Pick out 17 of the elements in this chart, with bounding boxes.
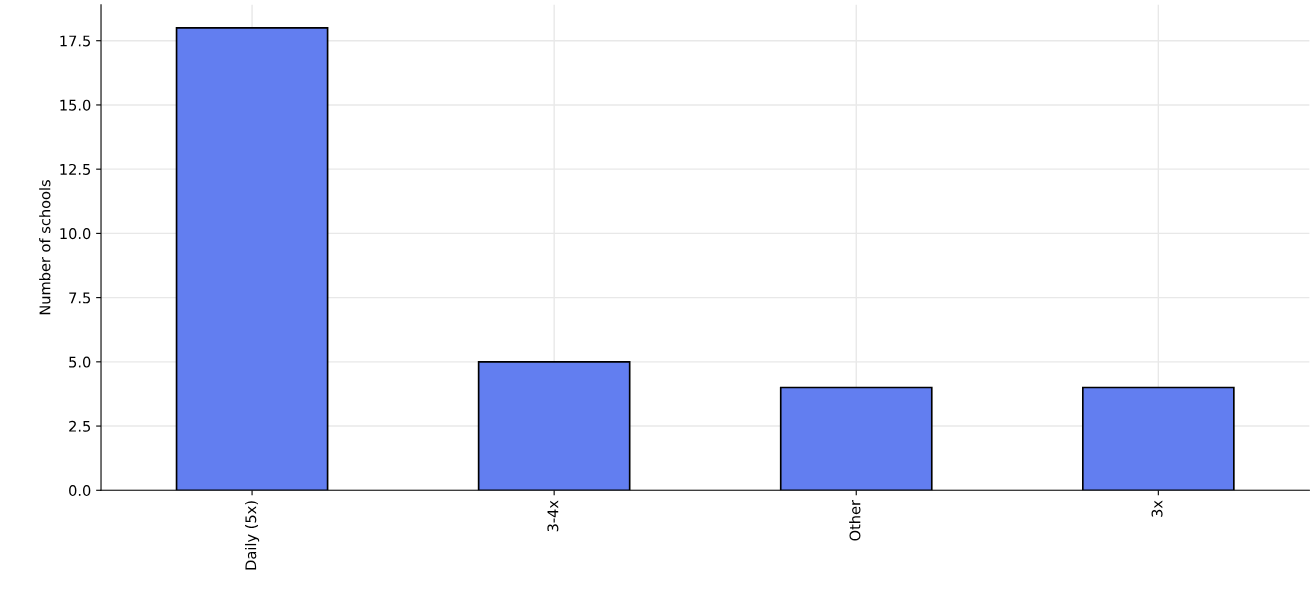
y-tick-label: 15.0 <box>60 99 91 111</box>
x-tick-label: 3-4x <box>547 500 559 532</box>
x-tick-label: Other <box>849 500 861 541</box>
y-tick-label: 12.5 <box>60 163 91 175</box>
y-axis-title: Number of schools <box>39 180 51 315</box>
bar <box>1081 386 1235 491</box>
y-tick-label: 17.5 <box>60 35 91 47</box>
bar <box>175 27 329 491</box>
y-tick-label: 5.0 <box>69 356 91 368</box>
x-tick-label: Daily (5x) <box>245 501 260 570</box>
x-tick-label: 3x <box>1151 500 1163 517</box>
y-tick-label: 10.0 <box>60 228 91 240</box>
bar <box>477 361 631 491</box>
bar <box>779 386 933 491</box>
y-tick-label: 7.5 <box>69 292 91 304</box>
y-tick-label: 2.5 <box>69 420 91 432</box>
y-tick-label: 0.0 <box>69 485 91 497</box>
